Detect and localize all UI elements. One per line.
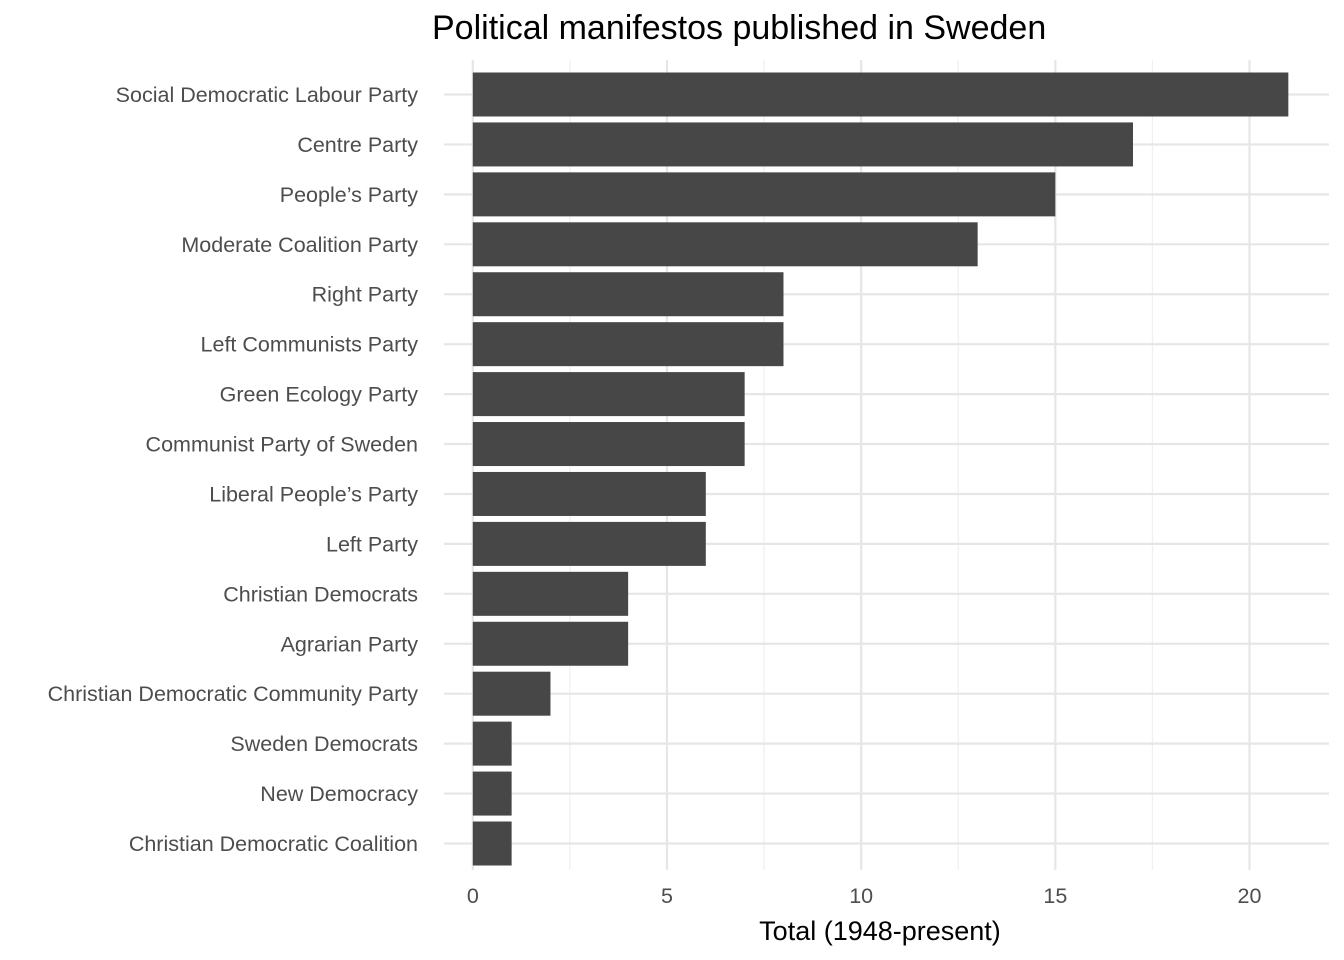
chart-title: Political manifestos published in Sweden	[432, 9, 1046, 47]
bar	[472, 372, 745, 417]
category-label: Centre Party	[297, 133, 418, 157]
x-axis-tick-labels: 0 5 10 15 20	[467, 884, 1262, 908]
bar	[472, 771, 512, 816]
category-label: Left Communists Party	[201, 333, 419, 357]
x-tick-label: 20	[1238, 884, 1262, 908]
category-label: Christian Democratic Community Party	[48, 682, 419, 706]
bar	[472, 172, 1056, 217]
category-label: Moderate Coalition Party	[181, 233, 418, 257]
bar	[472, 122, 1133, 167]
bar	[472, 72, 1289, 117]
bar	[472, 322, 784, 367]
bar	[472, 621, 629, 666]
x-tick-label: 5	[661, 884, 673, 908]
category-label: Left Party	[326, 532, 418, 556]
category-label: Social Democratic Labour Party	[116, 83, 419, 107]
bar	[472, 272, 784, 317]
category-label: People’s Party	[280, 183, 418, 207]
x-tick-label: 10	[849, 884, 873, 908]
bar	[472, 222, 978, 267]
x-tick-label: 15	[1043, 884, 1067, 908]
bar	[472, 521, 706, 566]
bar	[472, 721, 512, 766]
bar	[472, 671, 551, 716]
category-label: Sweden Democrats	[230, 732, 418, 756]
bars	[472, 72, 1289, 866]
category-label: Communist Party of Sweden	[146, 433, 418, 457]
bar	[472, 571, 629, 616]
category-labels: Social Democratic Labour Party Centre Par…	[48, 83, 419, 856]
x-axis-title: Total (1948-present)	[759, 916, 1001, 946]
category-label: Christian Democrats	[223, 582, 418, 606]
category-label: Right Party	[312, 283, 419, 307]
category-label: New Democracy	[260, 782, 418, 806]
bar	[472, 422, 745, 467]
bar	[472, 821, 512, 866]
x-tick-label: 0	[467, 884, 479, 908]
category-label: Christian Democratic Coalition	[129, 832, 418, 856]
bar	[472, 471, 706, 516]
category-label: Liberal People’s Party	[209, 482, 418, 506]
category-label: Green Ecology Party	[220, 383, 419, 407]
category-label: Agrarian Party	[281, 632, 419, 656]
